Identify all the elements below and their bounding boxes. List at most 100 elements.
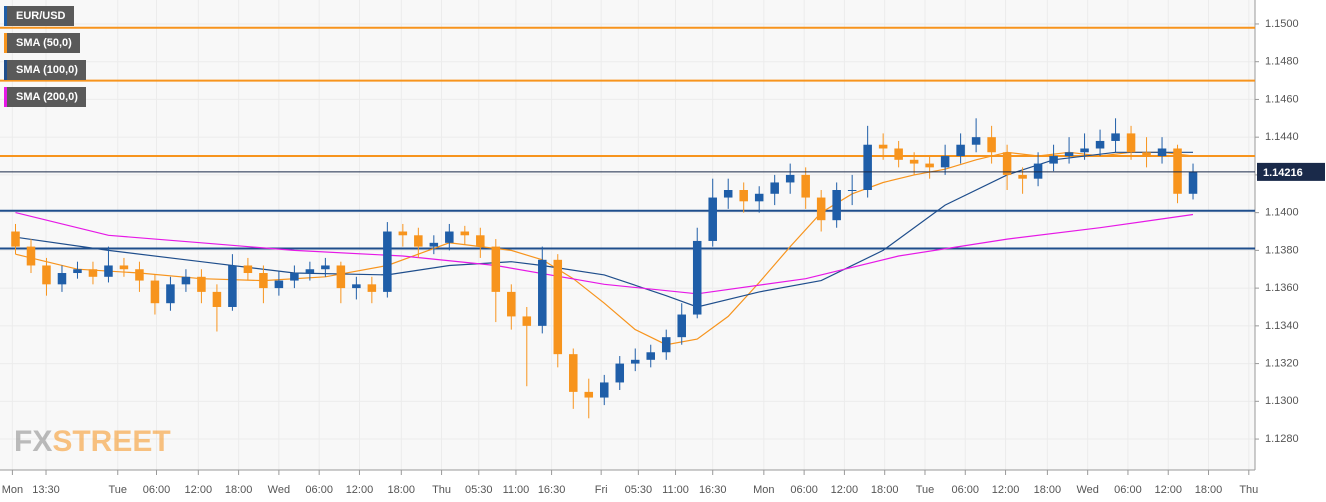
x-tick-label: 06:00	[1114, 484, 1142, 496]
y-tick-label: 1.1360	[1265, 282, 1299, 294]
candle-body	[88, 269, 98, 277]
candle-body	[1018, 174, 1027, 179]
y-tick-label: 1.1460	[1265, 93, 1299, 105]
y-tick-label: 1.1280	[1265, 433, 1299, 445]
legend-entry[interactable]: EUR/USD	[4, 6, 74, 26]
candle-body	[383, 231, 392, 292]
y-tick-label: 1.1340	[1265, 320, 1299, 332]
candle-body	[630, 359, 640, 364]
candle-body	[847, 190, 857, 191]
candle-body	[305, 269, 315, 274]
candle-body	[832, 190, 841, 221]
candle-body	[243, 265, 253, 274]
x-tick-label: 16:30	[699, 484, 727, 496]
candle-body	[971, 137, 981, 145]
candle-body	[1173, 148, 1182, 194]
x-tick-label: 06:00	[790, 484, 818, 496]
candle-body	[445, 231, 454, 243]
candle-body	[1188, 171, 1198, 194]
legend-entry[interactable]: SMA (100,0)	[4, 60, 86, 80]
candle-body	[274, 280, 284, 289]
y-tick-label: 1.1400	[1265, 207, 1299, 219]
x-tick-label: Mon	[2, 484, 23, 496]
candle-body	[692, 240, 702, 315]
candle-body	[367, 284, 377, 292]
candle-body	[801, 174, 810, 198]
candle-body	[476, 235, 485, 247]
candle-body	[646, 352, 656, 360]
candle-body	[677, 314, 686, 338]
candle-body	[770, 182, 779, 194]
candle-body	[987, 137, 996, 153]
x-tick-label: 18:00	[1195, 484, 1223, 496]
candle-body	[894, 148, 903, 160]
watermark: FXSTREET	[14, 425, 171, 458]
candle-body	[460, 231, 470, 236]
x-tick-label: 18:00	[388, 484, 416, 496]
candle-body	[228, 265, 237, 307]
legend-entry[interactable]: SMA (200,0)	[4, 87, 86, 107]
x-tick-label: Mon	[753, 484, 774, 496]
candle-body	[1157, 148, 1167, 157]
candle-body	[553, 259, 563, 355]
candle-body	[166, 284, 175, 304]
candle-body	[956, 144, 965, 157]
candle-body	[11, 231, 20, 247]
candle-body	[940, 156, 950, 168]
last-price-box	[1257, 162, 1325, 181]
candle-body	[599, 382, 609, 398]
x-tick-label: 18:00	[225, 484, 253, 496]
candle-body	[816, 197, 826, 221]
candle-body	[925, 163, 934, 168]
candle-body	[150, 280, 160, 304]
candle-body	[42, 265, 51, 285]
candle-body	[1111, 133, 1120, 141]
x-tick-label: 13:30	[32, 484, 60, 496]
x-tick-label: 12:00	[831, 484, 859, 496]
y-tick-label: 1.1500	[1265, 18, 1299, 30]
x-tick-label: 18:00	[871, 484, 899, 496]
x-tick-label: 06:00	[143, 484, 171, 496]
candle-body	[1095, 140, 1105, 149]
candle-body	[104, 265, 113, 277]
x-tick-label: Wed	[1076, 484, 1098, 496]
last-price-label: 1.14216	[1263, 167, 1303, 179]
candle-body	[321, 265, 330, 270]
x-tick-label: Wed	[268, 484, 290, 496]
y-tick-label: 1.1380	[1265, 244, 1299, 256]
x-tick-label: 18:00	[1034, 484, 1062, 496]
x-tick-label: 11:00	[503, 484, 530, 496]
candle-body	[197, 276, 206, 292]
candle-body	[119, 265, 129, 270]
candle-body	[398, 231, 408, 236]
x-tick-label: 06:00	[951, 484, 979, 496]
x-tick-label: Thu	[1239, 484, 1258, 496]
candle-body	[73, 269, 82, 274]
candle-body	[135, 269, 144, 281]
plot-background	[0, 0, 1255, 470]
x-tick-label: 12:00	[346, 484, 374, 496]
candle-body	[538, 259, 547, 326]
candle-body	[290, 273, 299, 281]
candle-body	[615, 363, 625, 383]
candle-body	[754, 193, 764, 202]
candle-body	[1126, 133, 1136, 153]
legend-entry[interactable]: SMA (50,0)	[4, 33, 80, 53]
candle-body	[491, 246, 501, 292]
x-tick-label: 12:00	[1154, 484, 1182, 496]
y-tick-label: 1.1300	[1265, 395, 1299, 407]
y-tick-label: 1.1320	[1265, 357, 1299, 369]
candle-body	[1080, 148, 1089, 153]
x-tick-label: 05:30	[465, 484, 493, 496]
candle-body	[723, 190, 733, 198]
candle-body	[1064, 152, 1074, 157]
x-tick-label: Thu	[432, 484, 451, 496]
candle-body	[569, 354, 578, 392]
y-tick-label: 1.1480	[1265, 56, 1299, 68]
candle-body	[57, 273, 67, 285]
candle-body	[181, 276, 191, 285]
x-tick-label: Tue	[108, 484, 127, 496]
candle-body	[661, 337, 671, 353]
x-tick-label: 06:00	[305, 484, 333, 496]
